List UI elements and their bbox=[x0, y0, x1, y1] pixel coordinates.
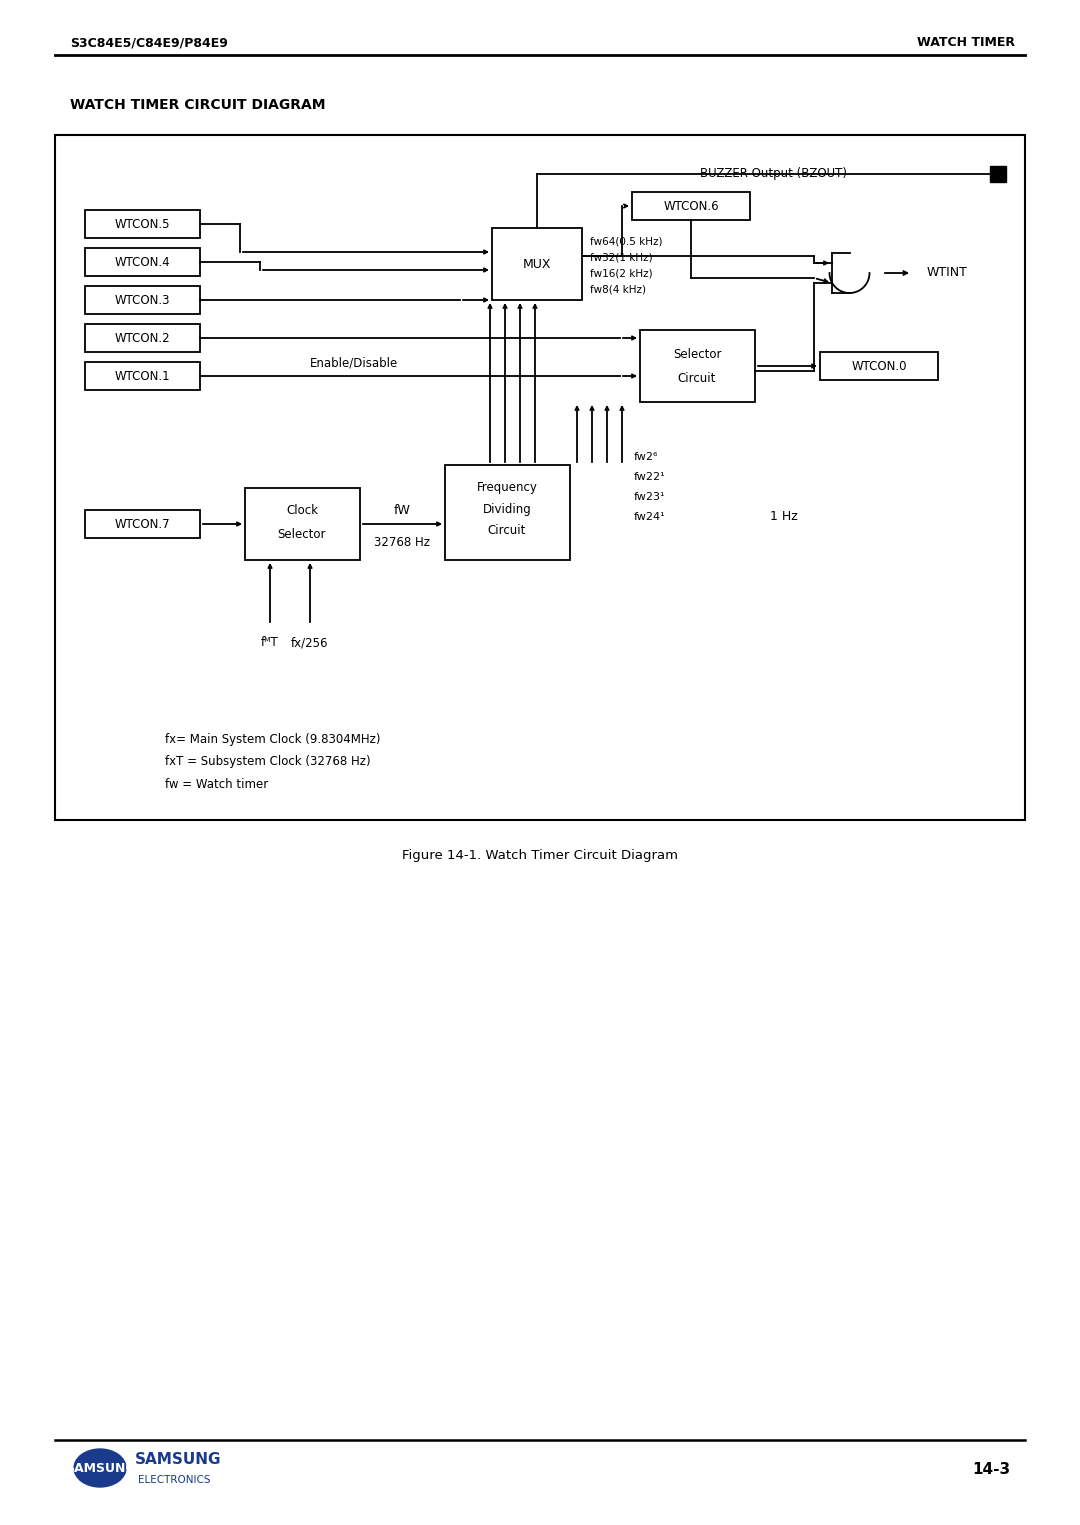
Bar bbox=[55, 136, 1025, 820]
Bar bbox=[445, 465, 570, 560]
Text: WTCON.4: WTCON.4 bbox=[114, 256, 170, 268]
Text: fxT = Subsystem Clock (32768 Hz): fxT = Subsystem Clock (32768 Hz) bbox=[165, 755, 370, 769]
Text: S3C84E5/C84E9/P84E9: S3C84E5/C84E9/P84E9 bbox=[70, 37, 228, 49]
Text: fw64(0.5 kHz): fw64(0.5 kHz) bbox=[590, 236, 662, 247]
Text: WTCON.5: WTCON.5 bbox=[114, 218, 170, 230]
Text: WTCON.0: WTCON.0 bbox=[851, 360, 907, 372]
Text: 1 Hz: 1 Hz bbox=[770, 511, 798, 523]
Text: BUZZER Output (BZOUT): BUZZER Output (BZOUT) bbox=[700, 168, 847, 180]
Bar bbox=[85, 509, 200, 538]
Text: WATCH TIMER CIRCUIT DIAGRAM: WATCH TIMER CIRCUIT DIAGRAM bbox=[70, 98, 325, 111]
Text: fw22¹: fw22¹ bbox=[634, 473, 665, 482]
Bar bbox=[85, 323, 200, 352]
Text: 32768 Hz: 32768 Hz bbox=[374, 535, 430, 549]
Polygon shape bbox=[990, 166, 1005, 181]
Bar bbox=[632, 192, 750, 220]
Bar bbox=[85, 210, 200, 238]
Bar bbox=[640, 329, 755, 403]
Text: fw23¹: fw23¹ bbox=[634, 493, 665, 502]
Bar bbox=[85, 249, 200, 276]
Text: fw32(1 kHz): fw32(1 kHz) bbox=[590, 253, 652, 262]
Text: WATCH TIMER: WATCH TIMER bbox=[917, 37, 1015, 49]
Text: WTCON.6: WTCON.6 bbox=[663, 200, 719, 212]
Text: fW: fW bbox=[393, 503, 410, 517]
Text: Figure 14-1. Watch Timer Circuit Diagram: Figure 14-1. Watch Timer Circuit Diagram bbox=[402, 848, 678, 862]
Text: Frequency: Frequency bbox=[476, 480, 538, 494]
Text: Selector: Selector bbox=[673, 349, 721, 361]
Bar bbox=[85, 361, 200, 390]
Text: MUX: MUX bbox=[523, 258, 551, 270]
Bar bbox=[245, 488, 360, 560]
Bar bbox=[85, 287, 200, 314]
Text: Circuit: Circuit bbox=[678, 372, 716, 386]
Text: WTCON.3: WTCON.3 bbox=[114, 293, 170, 307]
Text: Clock: Clock bbox=[286, 503, 318, 517]
Text: Circuit: Circuit bbox=[488, 525, 526, 537]
Text: SAMSUNG: SAMSUNG bbox=[135, 1452, 221, 1467]
Text: WTCON.1: WTCON.1 bbox=[114, 369, 170, 383]
Text: Enable/Disable: Enable/Disable bbox=[310, 357, 399, 369]
Text: WTCON.7: WTCON.7 bbox=[114, 517, 170, 531]
Bar bbox=[820, 352, 939, 380]
Text: WTCON.2: WTCON.2 bbox=[114, 331, 170, 345]
Text: fw16(2 kHz): fw16(2 kHz) bbox=[590, 268, 652, 279]
Ellipse shape bbox=[75, 1449, 126, 1487]
Text: fᴹT: fᴹT bbox=[261, 636, 279, 650]
Text: fw = Watch timer: fw = Watch timer bbox=[165, 778, 268, 790]
Text: Selector: Selector bbox=[278, 528, 326, 540]
Text: Dividing: Dividing bbox=[483, 503, 531, 515]
Text: fx/256: fx/256 bbox=[292, 636, 328, 650]
Text: 14-3: 14-3 bbox=[972, 1462, 1010, 1478]
Text: fw8(4 kHz): fw8(4 kHz) bbox=[590, 285, 646, 294]
Text: SAMSUNG: SAMSUNG bbox=[65, 1461, 135, 1475]
Polygon shape bbox=[829, 273, 869, 293]
Text: WTINT: WTINT bbox=[927, 267, 968, 279]
Text: fx= Main System Clock (9.8304MHz): fx= Main System Clock (9.8304MHz) bbox=[165, 734, 380, 747]
Text: ELECTRONICS: ELECTRONICS bbox=[138, 1475, 211, 1485]
Bar bbox=[492, 229, 582, 300]
Text: fw24¹: fw24¹ bbox=[634, 512, 665, 522]
Text: fw2⁶: fw2⁶ bbox=[634, 451, 659, 462]
